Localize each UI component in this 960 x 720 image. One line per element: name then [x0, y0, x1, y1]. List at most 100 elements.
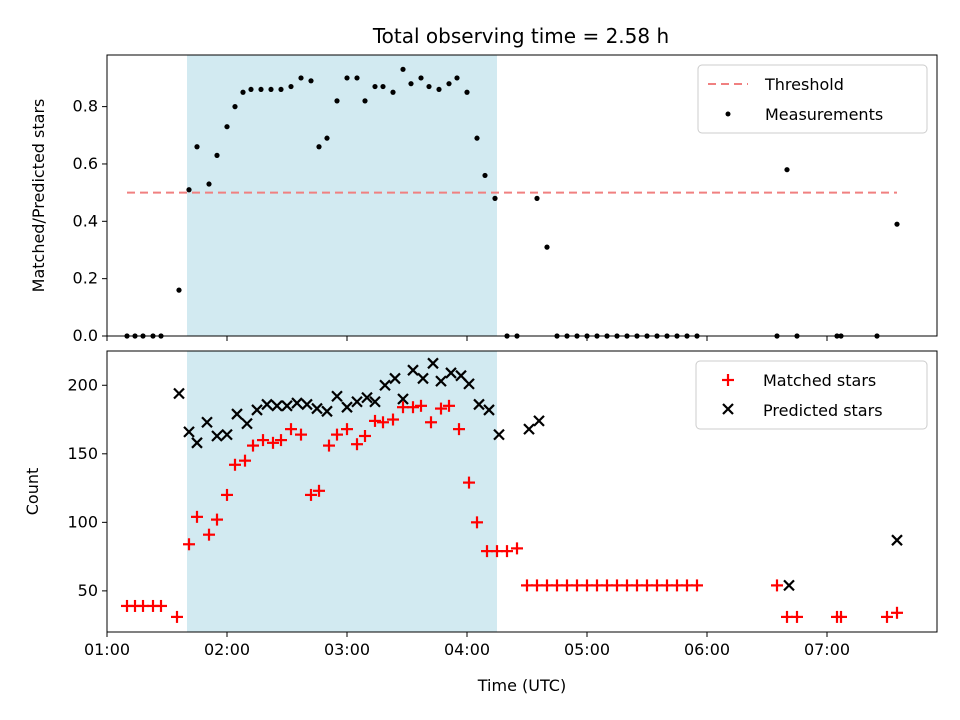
measurement-point [474, 135, 480, 141]
measurement-point [324, 135, 330, 141]
y-tick-label: 200 [67, 375, 98, 394]
predicted-star-point [407, 364, 419, 376]
measurement-point [784, 167, 790, 173]
predicted-star-point [369, 395, 381, 408]
measurement-point [446, 81, 452, 87]
y-tick-label: 0.8 [73, 97, 98, 116]
legend-threshold-label: Threshold [764, 75, 844, 94]
bottom-y-axis-label: Count [23, 468, 42, 516]
matched-star-point [835, 610, 847, 623]
matched-star-point [275, 434, 287, 447]
top-observing-span [187, 55, 497, 336]
measurement-point [436, 86, 442, 93]
matched-star-point [221, 488, 233, 501]
predicted-star-point [281, 400, 293, 412]
matched-star-point [501, 545, 513, 558]
predicted-star-point [523, 423, 535, 435]
predicted-star-point [221, 428, 233, 441]
y-tick-label: 50 [78, 581, 98, 600]
measurement-point [372, 83, 378, 90]
legend-measurements-swatch [725, 111, 731, 117]
measurement-point [400, 66, 406, 72]
measurement-point [214, 152, 220, 158]
measurement-point [206, 181, 212, 187]
predicted-star-point [483, 404, 495, 416]
measurement-point [464, 89, 470, 95]
legend-predicted-label: Predicted stars [763, 401, 883, 420]
measurement-point [334, 98, 340, 104]
bottom-legend-box [695, 360, 928, 430]
x-tick-label: 01:00 [84, 640, 130, 659]
matched-star-point [881, 610, 893, 623]
x-tick-label: 02:00 [204, 640, 250, 659]
matched-star-point [771, 579, 783, 592]
measurement-point [418, 75, 424, 81]
matched-star-point [351, 438, 363, 451]
legend-measurements-label: Measurements [765, 105, 883, 124]
matched-star-point [285, 423, 297, 436]
measurement-point [380, 83, 386, 90]
legend-matched-swatch [722, 374, 734, 386]
measurement-point [258, 86, 264, 93]
y-tick-label: 0.0 [73, 326, 98, 345]
chart-title: Total observing time = 2.58 h [372, 24, 669, 48]
predicted-star-point [241, 417, 253, 430]
predicted-star-point [463, 378, 475, 390]
measurement-point [354, 75, 360, 81]
matched-star-point [171, 610, 183, 623]
predicted-star-point [173, 387, 185, 400]
measurement-point [288, 83, 294, 90]
measurement-point [426, 83, 432, 90]
matched-star-point [257, 434, 269, 447]
measurement-point [492, 195, 498, 201]
predicted-star-point [191, 437, 203, 449]
x-tick-label: 07:00 [804, 640, 850, 659]
matched-star-point [425, 416, 437, 429]
measurement-point [268, 86, 274, 93]
matched-star-point [377, 416, 389, 429]
top-legend-box [697, 64, 928, 134]
measurement-point [408, 81, 414, 87]
matched-star-point [295, 428, 307, 441]
matched-star-point [443, 399, 455, 412]
matched-star-point [435, 402, 447, 415]
legend-predicted-swatch [722, 403, 734, 415]
matched-star-point [791, 610, 803, 623]
measurement-point [248, 86, 254, 93]
predicted-star-point [473, 398, 485, 411]
predicted-star-point [361, 391, 373, 404]
measurement-point [224, 124, 230, 130]
top-panel: 0.00.20.40.60.8 Matched/Predicted stars … [29, 54, 938, 345]
x-tick-label: 05:00 [564, 640, 610, 659]
bottom-legend: Matched stars Predicted stars [695, 360, 928, 430]
predicted-star-point [331, 390, 343, 403]
bottom-panel: 50 100 150 200 01:00 02:00 03:00 04:00 05:00 06:… [23, 350, 938, 695]
measurement-point [482, 172, 488, 179]
matched-star-point [331, 428, 343, 441]
matched-star-point [359, 429, 371, 442]
matched-star-point [313, 484, 325, 497]
matched-star-point [463, 476, 475, 489]
predicted-star-point [427, 357, 439, 370]
top-legend: Threshold Measurements [697, 64, 928, 134]
predicted-star-points [173, 357, 903, 592]
matched-star-point [191, 510, 203, 523]
matched-star-point [387, 413, 399, 426]
measurement-point [186, 187, 192, 193]
top-panel-frame [106, 54, 938, 337]
y-tick-label: 0.6 [73, 154, 98, 173]
predicted-star-point [271, 400, 283, 412]
predicted-star-point [291, 397, 303, 409]
bottom-panel-frame [106, 350, 938, 633]
predicted-star-point [211, 430, 223, 442]
predicted-star-point [231, 408, 243, 420]
y-tick-label: 150 [67, 444, 98, 463]
matched-star-point [323, 439, 335, 452]
matched-star-point [229, 458, 241, 471]
measurement-point [454, 75, 460, 81]
matched-star-point [471, 516, 483, 529]
matched-star-point [453, 423, 465, 436]
predicted-star-point [261, 398, 273, 411]
matched-star-point [369, 414, 381, 427]
